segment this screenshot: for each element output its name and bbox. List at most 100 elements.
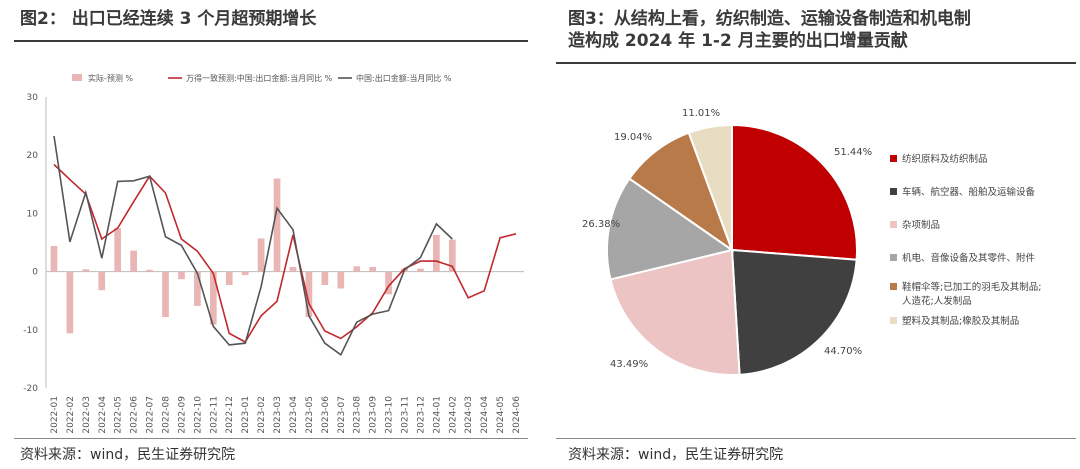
x-tick-label-2022-11: 2022-11 [209,396,219,434]
x-tick-label-2023-12: 2023-12 [416,396,426,434]
x-tick-label-2023-07: 2023-07 [337,396,347,434]
x-tick-label-2023-09: 2023-09 [369,396,379,434]
pie-legend-label-1: 车辆、航空器、船舶及运输设备 [902,186,1036,198]
x-tick-label-2022-12: 2022-12 [225,396,235,434]
pie-legend-label-4-line2: 人造花;人发制品 [902,295,972,307]
x-tick-label-2022-02: 2022-02 [66,396,76,434]
series-line-0 [53,163,517,344]
x-tick-label-2023-11: 2023-11 [401,396,411,434]
x-tick-label-2023-01: 2023-01 [241,396,251,434]
pie-legend-label-0: 纺织原料及纺织制品 [902,153,988,165]
right-figure-panel: 图3：从结构上看，纺织制造、运输设备制造和机电制 造构成 2024 年 1-2 … [552,0,1080,469]
bar-2023-09 [369,266,376,272]
x-tick-label-2022-09: 2022-09 [177,396,187,434]
pie-legend-swatch-1 [890,188,897,195]
legend-label-1: 万得一致预测:中国:出口金额:当月同比 % [186,73,333,83]
series-line-1 [53,135,453,357]
x-tick-label-2023-02: 2023-02 [257,396,267,434]
left-figure-title: 图2： 出口已经连续 3 个月超预期增长 [20,9,317,29]
right-figure-title: 图3：从结构上看，纺织制造、运输设备制造和机电制 造构成 2024 年 1-2 … [568,8,1073,52]
x-tick-label-2022-07: 2022-07 [146,396,156,434]
bar-2023-06 [321,271,329,285]
bar-2024-01 [433,234,440,272]
bar-2023-10 [385,271,392,295]
bar-2023-12 [417,268,424,272]
pie-legend-label-3: 机电、音像设备及其零件、附件 [902,252,1036,264]
y-tick-label-2: 0 [32,268,38,278]
pie-legend-swatch-0 [890,155,897,162]
bar-2023-08 [353,266,361,272]
pie-slice-0 [731,123,858,261]
x-tick-label-2023-03: 2023-03 [273,396,283,434]
pie-legend-swatch-4 [890,283,897,290]
x-tick-label-2024-01: 2024-01 [432,396,442,434]
right-title-line-2: 造构成 2024 年 1-2 月主要的出口增量贡献 [568,31,908,51]
pie-legend-label-4: 鞋帽伞等;已加工的羽毛及其制品; [902,281,1041,293]
x-tick-label-2024-03: 2024-03 [464,396,474,434]
bar-2022-03 [82,269,90,272]
x-tick-label-2023-10: 2023-10 [385,396,395,434]
pie-pct-label-3: 26.38% [582,219,620,230]
y-tick-label-1: -10 [23,326,38,336]
pie-pct-label-0: 51.44% [834,147,872,158]
export-contribution-pie: 51.44% 44.70% 43.49% 26.38% 19.04% 11.01% 纺织原料… [582,108,1041,376]
bar-2022-07 [146,269,153,272]
x-tick-label-2022-04: 2022-04 [98,396,108,434]
bar-2022-02 [66,271,74,334]
pie-slice-2 [609,248,741,376]
bar-2022-06 [130,250,137,272]
pie-slice-1 [730,248,858,376]
bar-2022-01 [50,245,58,272]
bar-2022-05 [114,227,122,272]
export-growth-chart: -20 -10 0 10 20 30 2022-01 2022-02 2022-03 2022-0… [23,73,524,434]
y-tick-label-0: -20 [23,384,38,394]
right-title-rule [556,62,1076,64]
x-tick-label-2023-08: 2023-08 [353,396,363,434]
bar-2023-01 [241,271,249,276]
pie-slice-4 [627,131,735,253]
x-tick-label-2022-03: 2022-03 [82,396,92,434]
bar-2022-09 [178,271,185,280]
x-tick-label-2022-06: 2022-06 [130,396,140,434]
legend-swatch-0 [72,74,82,81]
x-tick-label-2022-01: 2022-01 [50,396,60,434]
bar-2024-02 [448,239,456,272]
pie-slice-5 [687,123,733,251]
right-title-line-1: 图3：从结构上看，纺织制造、运输设备制造和机电制 [568,9,971,29]
pie-legend-label-5: 塑料及其制品;橡胶及其制品 [902,315,1019,327]
pie-legend-label-2: 杂项制品 [902,219,940,231]
bar-2022-11 [209,271,217,325]
y-tick-label-3: 10 [27,209,39,219]
x-tick-label-2024-06: 2024-06 [512,396,522,434]
y-tick-label-5: 30 [27,93,39,103]
bar-2023-02 [257,238,265,272]
x-tick-label-2023-06: 2023-06 [321,396,331,434]
pie-legend-swatch-3 [890,254,897,261]
pie-legend-swatch-5 [890,317,897,324]
bar-2022-10 [194,271,201,306]
bar-2023-03 [273,178,281,272]
x-tick-label-2024-04: 2024-04 [480,396,490,434]
x-tick-label-2022-08: 2022-08 [162,396,172,434]
x-tick-label-2024-02: 2024-02 [448,396,458,434]
legend-label-2: 中国:出口金额:当月同比 % [356,73,452,83]
left-figure-panel: 图2： 出口已经连续 3 个月超预期增长 -20 -10 0 10 20 30 2022-0… [14,9,528,463]
left-source-note: 资料来源：wind，民生证券研究院 [20,447,236,463]
pie-legend-swatch-2 [890,221,897,228]
left-title-rule [14,40,528,42]
bar-2022-04 [98,271,106,291]
bar-2022-12 [225,271,233,285]
pie-pct-label-2: 43.49% [610,359,648,370]
pie-pct-label-4: 19.04% [614,132,652,143]
x-tick-label-2024-05: 2024-05 [496,396,506,434]
bar-2023-05 [305,271,313,317]
pie-pct-label-1: 44.70% [824,346,862,357]
x-tick-label-2023-04: 2023-04 [289,396,299,434]
y-tick-label-4: 20 [27,151,39,161]
right-source-note: 资料来源：wind，民生证券研究院 [568,447,784,463]
bar-2022-08 [162,271,169,317]
left-source-rule [14,438,528,439]
pie-slice-3 [606,177,735,281]
x-tick-label-2023-05: 2023-05 [305,396,315,434]
bar-2023-07 [337,271,345,289]
